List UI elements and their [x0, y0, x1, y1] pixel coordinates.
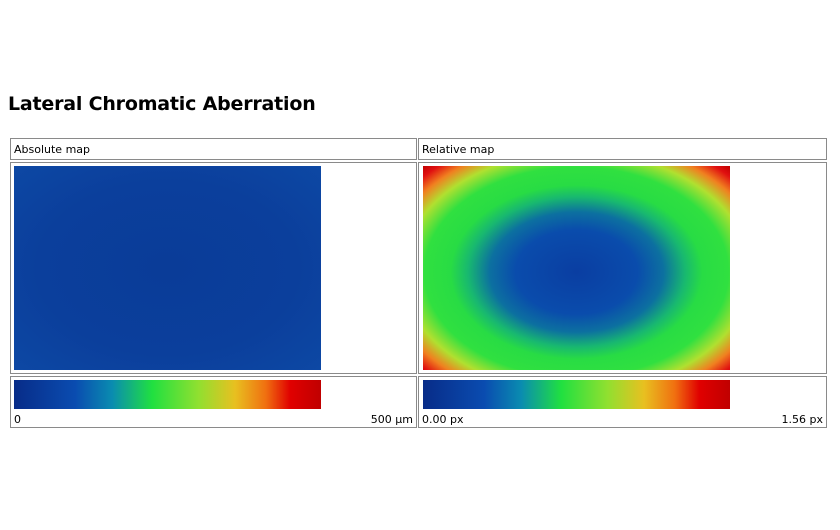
relative-map-image	[423, 166, 730, 370]
map-cell	[10, 162, 417, 374]
panel-label: Absolute map	[14, 143, 91, 156]
scale-min: 0.00 px	[422, 413, 464, 426]
scale-min: 0	[14, 413, 21, 426]
color-scale	[14, 380, 321, 409]
panel-label: Relative map	[422, 143, 495, 156]
map-cell	[418, 162, 827, 374]
color-scale	[423, 380, 730, 409]
panel-header: Absolute map	[10, 138, 417, 160]
scale-cell: 0.00 px 1.56 px	[418, 376, 827, 428]
absolute-map-image	[14, 166, 321, 370]
panel-header: Relative map	[418, 138, 827, 160]
scale-cell: 0 500 µm	[10, 376, 417, 428]
page-title: Lateral Chromatic Aberration	[8, 93, 316, 115]
scale-max: 500 µm	[370, 413, 413, 426]
scale-max: 1.56 px	[781, 413, 823, 426]
